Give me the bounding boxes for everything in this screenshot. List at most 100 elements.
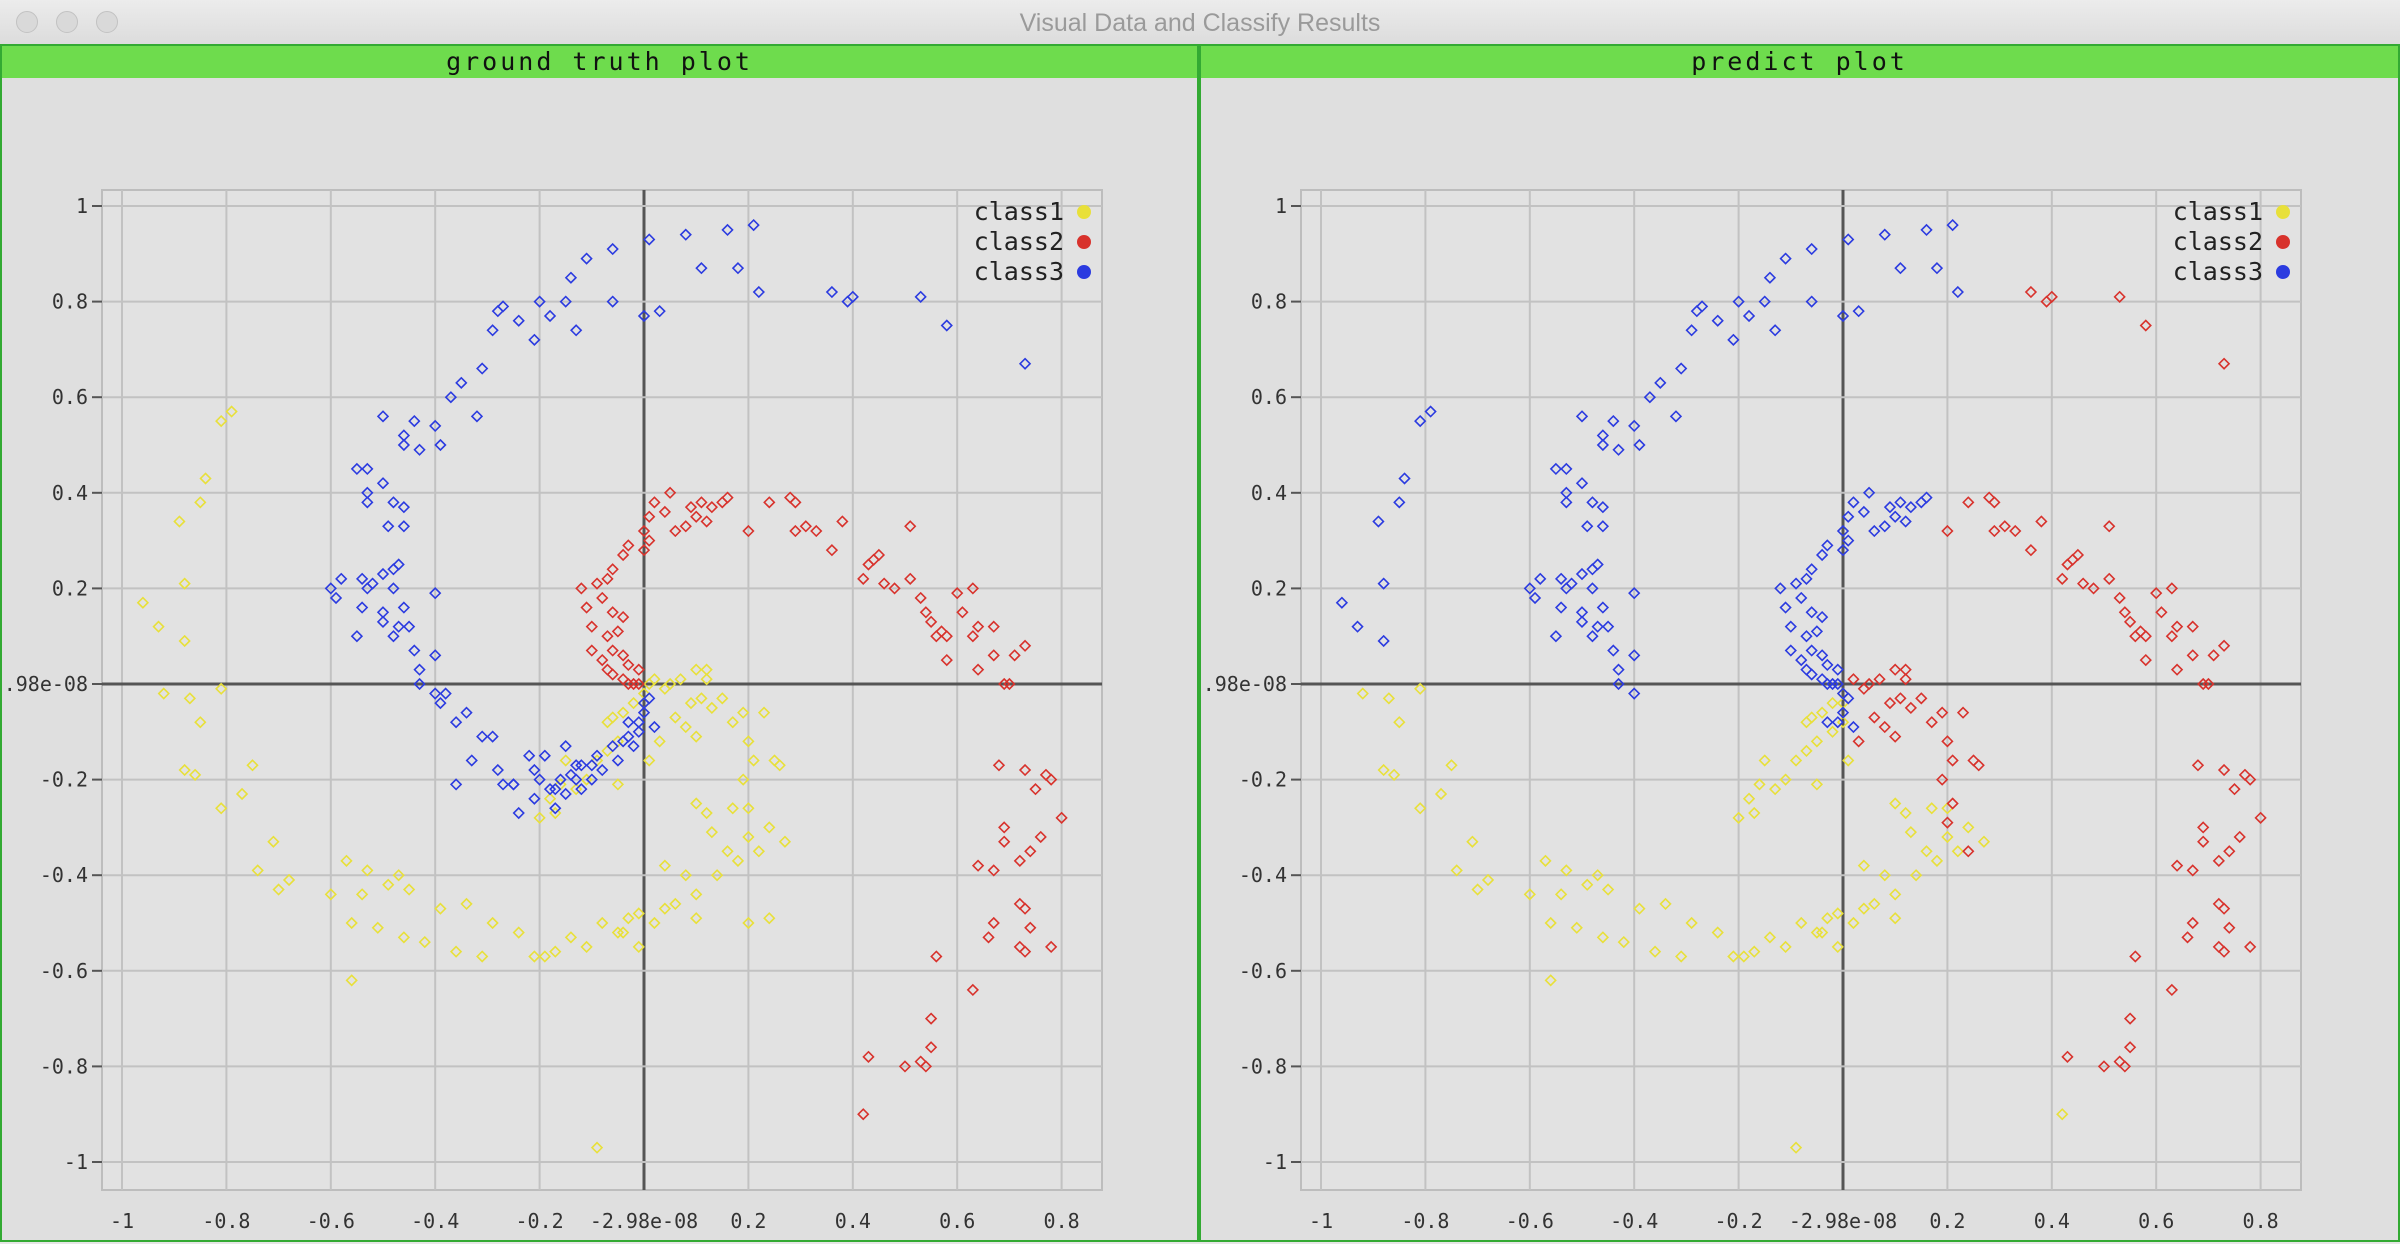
data-point (1393, 496, 1406, 509)
data-point (1356, 687, 1369, 700)
data-point (1607, 414, 1620, 428)
data-point (549, 945, 562, 958)
data-point (585, 773, 598, 786)
data-point (1889, 912, 1902, 925)
data-point (690, 663, 703, 676)
data-point (575, 783, 588, 796)
data-point (215, 682, 228, 695)
data-point (178, 763, 191, 777)
data-point (690, 797, 703, 810)
data-point (2181, 931, 2194, 944)
data-point (1628, 687, 1641, 700)
data-point (632, 677, 645, 691)
data-point (1575, 567, 1589, 581)
data-point (1899, 515, 1912, 528)
data-point (2129, 950, 2142, 963)
data-point (1831, 940, 1844, 954)
data-point (1962, 496, 1975, 509)
data-point (2024, 285, 2038, 299)
zoom-window-button[interactable] (96, 11, 118, 33)
data-point (1831, 907, 1844, 920)
data-point (914, 591, 927, 605)
data-point (188, 768, 202, 781)
data-point (361, 496, 374, 509)
data-point (1883, 501, 1897, 514)
y-tick-label: 1 (76, 194, 88, 218)
data-point (1951, 845, 1964, 858)
data-point (1685, 916, 1698, 930)
data-point (872, 548, 886, 562)
data-point (585, 644, 598, 657)
x-tick-label: -0.8 (1401, 1209, 1449, 1233)
data-point (1899, 806, 1912, 820)
data-point (272, 883, 285, 896)
data-point (2113, 591, 2126, 605)
data-point (987, 649, 1000, 662)
minimize-window-button[interactable] (56, 11, 78, 33)
data-point (1795, 591, 1808, 605)
data-point (622, 677, 635, 691)
data-point (1831, 663, 1844, 676)
data-point (731, 262, 745, 275)
data-point (564, 271, 578, 284)
data-point (857, 1108, 870, 1121)
data-point (1800, 630, 1813, 643)
data-point (533, 295, 546, 308)
data-point (606, 295, 619, 308)
data-point (1941, 524, 1954, 538)
data-point (246, 759, 259, 772)
data-point (418, 935, 431, 949)
data-point (449, 778, 463, 791)
data-point (543, 783, 557, 796)
data-point (460, 706, 473, 719)
data-point (1815, 706, 1829, 719)
data-point (690, 510, 703, 523)
data-point (596, 591, 609, 605)
data-point (731, 854, 745, 867)
data-point (898, 1060, 912, 1073)
data-point (1377, 634, 1390, 648)
data-point (726, 716, 739, 729)
data-point (1836, 309, 1850, 323)
data-point (2118, 606, 2132, 619)
data-point (763, 821, 776, 834)
data-point (2056, 572, 2069, 585)
data-point (752, 845, 765, 858)
data-point (674, 673, 687, 686)
data-point (512, 806, 525, 820)
data-point (1586, 563, 1599, 576)
window-titlebar: Visual Data and Classify Results (0, 0, 2400, 45)
panel-title: predict plot (1201, 46, 2398, 78)
data-point (1815, 649, 1829, 662)
data-point (1685, 324, 1698, 337)
data-point (1675, 950, 1688, 963)
data-point (1946, 218, 1959, 232)
y-tick-label: 0.2 (1251, 576, 1287, 600)
data-point (1758, 754, 1771, 767)
data-point (1737, 950, 1750, 963)
data-point (413, 663, 426, 676)
data-point (2228, 783, 2241, 796)
data-point (2197, 677, 2210, 691)
data-point (742, 830, 755, 844)
y-tick-label: -1 (1263, 1150, 1287, 1174)
data-point (914, 1055, 927, 1068)
data-point (1612, 663, 1625, 676)
data-point (2191, 759, 2205, 772)
data-point (757, 706, 771, 719)
data-point (1742, 792, 1756, 805)
data-point (1920, 223, 1933, 237)
data-point (1445, 759, 1458, 772)
data-point (413, 443, 426, 456)
data-point (345, 916, 358, 930)
data-point (549, 783, 562, 796)
legend-label: class3 (2173, 257, 2263, 286)
x-tick-label: -0.6 (1506, 1209, 1554, 1233)
data-point (1779, 773, 1792, 786)
data-point (825, 285, 839, 299)
x-tick-label: -0.6 (307, 1209, 355, 1233)
data-point (361, 582, 374, 595)
close-window-button[interactable] (16, 11, 38, 33)
data-point (1769, 783, 1782, 796)
data-point (1920, 845, 1933, 858)
